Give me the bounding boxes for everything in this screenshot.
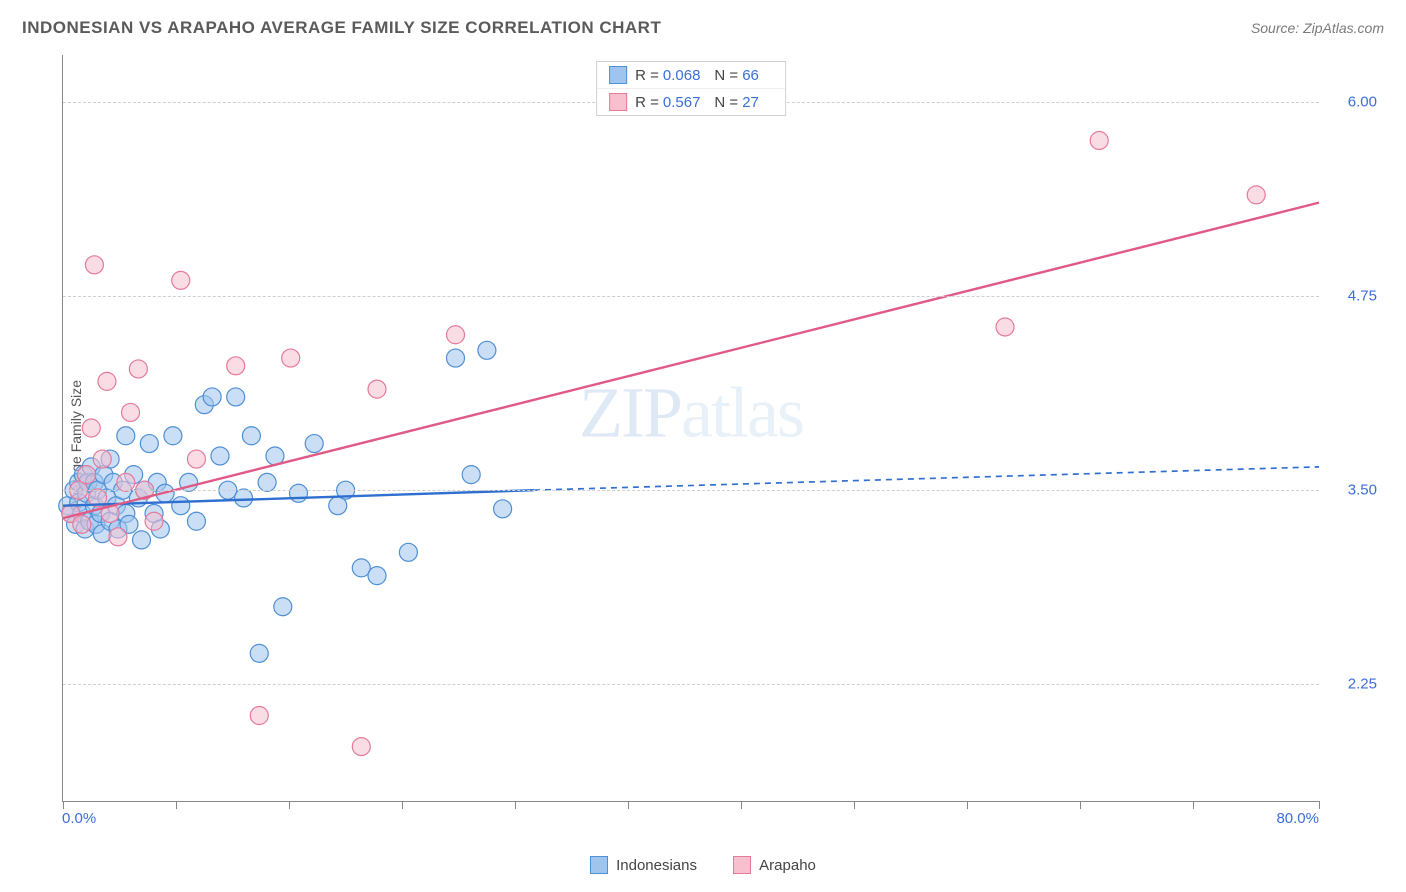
r-label: R =0.068N =66 [635,67,773,84]
series-legend: Indonesians Arapaho [0,856,1406,878]
data-point [82,419,100,437]
data-point [227,357,245,375]
source-label: Source: ZipAtlas.com [1251,20,1384,36]
plot-region: ZIPatlas R =0.068N =66 R =0.567N =27 2.2… [62,55,1319,802]
data-point [462,466,480,484]
x-max-label: 80.0% [1276,810,1319,827]
chart-area: Average Family Size ZIPatlas R =0.068N =… [50,55,1384,832]
legend-item-arapaho: Arapaho [733,856,816,874]
data-point [211,447,229,465]
data-point [187,512,205,530]
x-tick [1319,801,1320,809]
data-point [117,427,135,445]
data-point [250,644,268,662]
x-tick [967,801,968,809]
y-tick-label: 6.00 [1348,93,1377,110]
data-point [494,500,512,518]
data-point [78,466,96,484]
swatch-indonesians [609,66,627,84]
data-point [290,484,308,502]
y-tick-label: 3.50 [1348,482,1377,499]
data-point [85,256,103,274]
x-tick [628,801,629,809]
legend-row-indonesians: R =0.068N =66 [597,62,785,88]
data-point [98,372,116,390]
data-point [73,515,91,533]
data-point [478,341,496,359]
data-point [352,738,370,756]
data-point [1247,186,1265,204]
x-axis-labels: 0.0% 80.0% [62,810,1319,834]
n-value-indonesians: 66 [742,67,759,84]
x-tick [515,801,516,809]
data-point [235,489,253,507]
data-point [93,450,111,468]
correlation-legend: R =0.068N =66 R =0.567N =27 [596,61,786,116]
data-point [172,271,190,289]
chart-title: INDONESIAN VS ARAPAHO AVERAGE FAMILY SIZ… [22,18,661,38]
x-tick [402,801,403,809]
data-point [117,473,135,491]
x-tick [63,801,64,809]
data-point [447,349,465,367]
data-point [996,318,1014,336]
data-point [122,403,140,421]
data-point [447,326,465,344]
data-point [274,598,292,616]
data-point [305,435,323,453]
x-tick [1193,801,1194,809]
r-label: R =0.567N =27 [635,94,773,111]
data-point [203,388,221,406]
r-value-indonesians: 0.068 [663,67,701,84]
data-point [140,435,158,453]
x-min-label: 0.0% [62,810,96,827]
x-tick [176,801,177,809]
legend-item-indonesians: Indonesians [590,856,697,874]
y-tick-label: 4.75 [1348,287,1377,304]
swatch-indonesians-icon [590,856,608,874]
x-tick [854,801,855,809]
x-tick [1080,801,1081,809]
n-value-arapaho: 27 [742,94,759,111]
data-point [129,360,147,378]
data-point [172,497,190,515]
trend-line [63,203,1319,518]
data-point [1090,131,1108,149]
data-point [133,531,151,549]
x-tick [289,801,290,809]
legend-row-arapaho: R =0.567N =27 [597,88,785,115]
data-point [399,543,417,561]
gridline [63,684,1319,685]
plot-svg [63,55,1319,801]
data-point [145,512,163,530]
x-tick [741,801,742,809]
gridline [63,490,1319,491]
swatch-arapaho-icon [733,856,751,874]
trend-line-dashed [534,467,1319,490]
data-point [368,567,386,585]
gridline [63,296,1319,297]
swatch-arapaho [609,93,627,111]
legend-label-arapaho: Arapaho [759,857,816,874]
data-point [242,427,260,445]
legend-label-indonesians: Indonesians [616,857,697,874]
data-point [164,427,182,445]
r-value-arapaho: 0.567 [663,94,701,111]
chart-header: INDONESIAN VS ARAPAHO AVERAGE FAMILY SIZ… [0,0,1406,46]
data-point [250,707,268,725]
data-point [187,450,205,468]
y-tick-label: 2.25 [1348,676,1377,693]
data-point [227,388,245,406]
data-point [282,349,300,367]
data-point [258,473,276,491]
data-point [109,528,127,546]
data-point [368,380,386,398]
